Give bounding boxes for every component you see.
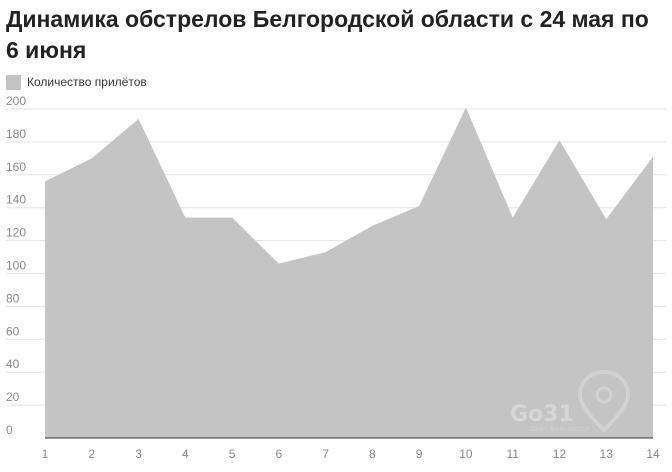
x-tick-label: 11	[506, 447, 519, 461]
y-tick-label: 200	[6, 94, 26, 108]
x-tick-label: 1	[42, 447, 49, 461]
y-tick-label: 60	[6, 324, 20, 338]
chart-title: Динамика обстрелов Белгородской области …	[6, 6, 649, 63]
x-tick-label: 5	[229, 447, 236, 461]
y-tick-label: 120	[6, 226, 26, 240]
area-layer	[45, 107, 653, 438]
map-pin-icon	[577, 369, 631, 433]
x-tick-label: 4	[182, 447, 189, 461]
legend-swatch	[6, 74, 21, 90]
watermark: Go31 Сайт Белгорода	[510, 369, 631, 433]
x-tick-label: 10	[459, 447, 473, 461]
x-tick-label: 6	[276, 447, 283, 461]
x-tick-label: 8	[369, 447, 376, 461]
x-tick-label: 12	[553, 447, 567, 461]
x-tick-label: 14	[646, 447, 660, 461]
y-tick-label: 180	[6, 127, 26, 141]
x-tick-label: 13	[600, 447, 614, 461]
y-tick-label: 20	[6, 390, 20, 404]
watermark-subtext: Сайт Белгорода	[530, 425, 589, 433]
y-tick-label: 80	[6, 291, 20, 305]
y-tick-label: 0	[6, 423, 13, 437]
y-tick-label: 40	[6, 357, 20, 371]
y-tick-label: 140	[6, 193, 26, 207]
series-area	[45, 107, 653, 438]
y-tick-label: 100	[6, 259, 26, 273]
x-tick-label: 9	[416, 447, 423, 461]
x-tick-label: 2	[88, 447, 95, 461]
y-tick-label: 160	[6, 160, 26, 174]
legend: Количество прилётов	[6, 74, 147, 90]
x-tick-label: 3	[135, 447, 142, 461]
x-tick-label: 7	[322, 447, 329, 461]
legend-label: Количество прилётов	[27, 75, 147, 89]
watermark-text: Go31	[510, 402, 574, 427]
